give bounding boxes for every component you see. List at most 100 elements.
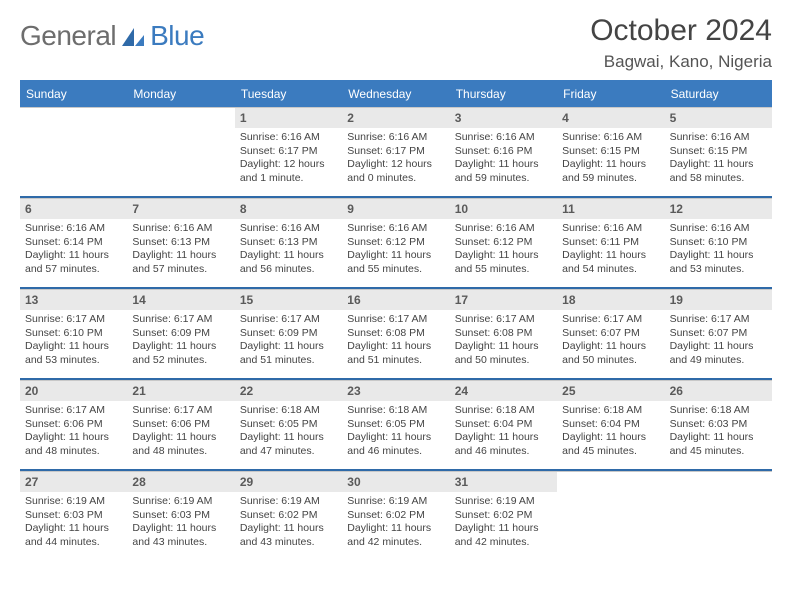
daylight-text: Daylight: 11 hours and 59 minutes. (562, 158, 659, 185)
day-number: 26 (665, 381, 772, 401)
daylight-text: Daylight: 11 hours and 54 minutes. (562, 249, 659, 276)
daylight-text: Daylight: 11 hours and 48 minutes. (25, 431, 122, 458)
sunset-text: Sunset: 6:08 PM (455, 327, 552, 341)
day-info: Sunrise: 6:17 AMSunset: 6:08 PMDaylight:… (450, 310, 557, 370)
day-cell: 11Sunrise: 6:16 AMSunset: 6:11 PMDayligh… (557, 198, 664, 287)
sunrise-text: Sunrise: 6:16 AM (455, 131, 552, 145)
day-number: 15 (235, 290, 342, 310)
day-cell: 31Sunrise: 6:19 AMSunset: 6:02 PMDayligh… (450, 471, 557, 560)
sunset-text: Sunset: 6:12 PM (455, 236, 552, 250)
calendar-page: General Blue October 2024 Bagwai, Kano, … (0, 0, 792, 612)
daylight-text: Daylight: 11 hours and 57 minutes. (132, 249, 229, 276)
daylight-text: Daylight: 11 hours and 53 minutes. (25, 340, 122, 367)
day-info: Sunrise: 6:17 AMSunset: 6:09 PMDaylight:… (127, 310, 234, 370)
sunset-text: Sunset: 6:02 PM (240, 509, 337, 523)
day-cell: 15Sunrise: 6:17 AMSunset: 6:09 PMDayligh… (235, 289, 342, 378)
sunrise-text: Sunrise: 6:16 AM (240, 131, 337, 145)
daylight-text: Daylight: 11 hours and 55 minutes. (455, 249, 552, 276)
day-number: 31 (450, 472, 557, 492)
day-cell: 6Sunrise: 6:16 AMSunset: 6:14 PMDaylight… (20, 198, 127, 287)
day-cell: 21Sunrise: 6:17 AMSunset: 6:06 PMDayligh… (127, 380, 234, 469)
day-number: 24 (450, 381, 557, 401)
day-cell: 2Sunrise: 6:16 AMSunset: 6:17 PMDaylight… (342, 107, 449, 196)
day-cell: 16Sunrise: 6:17 AMSunset: 6:08 PMDayligh… (342, 289, 449, 378)
day-info: Sunrise: 6:16 AMSunset: 6:12 PMDaylight:… (342, 219, 449, 279)
daylight-text: Daylight: 11 hours and 57 minutes. (25, 249, 122, 276)
sunrise-text: Sunrise: 6:16 AM (670, 131, 767, 145)
day-info: Sunrise: 6:18 AMSunset: 6:05 PMDaylight:… (342, 401, 449, 461)
day-cell: 29Sunrise: 6:19 AMSunset: 6:02 PMDayligh… (235, 471, 342, 560)
sunrise-text: Sunrise: 6:19 AM (132, 495, 229, 509)
daylight-text: Daylight: 11 hours and 47 minutes. (240, 431, 337, 458)
sunset-text: Sunset: 6:17 PM (240, 145, 337, 159)
sunset-text: Sunset: 6:05 PM (347, 418, 444, 432)
daylight-text: Daylight: 11 hours and 50 minutes. (455, 340, 552, 367)
day-info: Sunrise: 6:16 AMSunset: 6:13 PMDaylight:… (235, 219, 342, 279)
day-info: Sunrise: 6:17 AMSunset: 6:06 PMDaylight:… (20, 401, 127, 461)
daylight-text: Daylight: 12 hours and 1 minute. (240, 158, 337, 185)
day-cell: 4Sunrise: 6:16 AMSunset: 6:15 PMDaylight… (557, 107, 664, 196)
day-cell: 25 Sunrise: 6:18 AMSunset: 6:04 PMDayligh… (557, 380, 664, 469)
sunrise-text: Sunrise: 6:17 AM (25, 313, 122, 327)
day-info: Sunrise: 6:17 AMSunset: 6:08 PMDaylight:… (342, 310, 449, 370)
day-info: Sunrise: 6:17 AMSunset: 6:09 PMDaylight:… (235, 310, 342, 370)
sunset-text: Sunset: 6:09 PM (240, 327, 337, 341)
sunset-text: Sunset: 6:11 PM (562, 236, 659, 250)
calendar-grid: SundayMondayTuesdayWednesdayThursdayFrid… (20, 82, 772, 560)
day-number: 25 (557, 381, 664, 401)
sunset-text: Sunset: 6:06 PM (132, 418, 229, 432)
daylight-text: Daylight: 11 hours and 51 minutes. (240, 340, 337, 367)
sunrise-text: Sunrise: 6:17 AM (240, 313, 337, 327)
sunset-text: Sunset: 6:17 PM (347, 145, 444, 159)
sunrise-text: Sunrise: 6:18 AM (562, 404, 659, 418)
day-info: Sunrise: 6:19 AMSunset: 6:03 PMDaylight:… (20, 492, 127, 552)
daylight-text: Daylight: 12 hours and 0 minutes. (347, 158, 444, 185)
dow-header: Friday (557, 82, 664, 107)
day-cell: 3Sunrise: 6:16 AMSunset: 6:16 PMDaylight… (450, 107, 557, 196)
day-cell: 17Sunrise: 6:17 AMSunset: 6:08 PMDayligh… (450, 289, 557, 378)
sunrise-text: Sunrise: 6:16 AM (670, 222, 767, 236)
daylight-text: Daylight: 11 hours and 53 minutes. (670, 249, 767, 276)
sunrise-text: Sunrise: 6:17 AM (455, 313, 552, 327)
daylight-text: Daylight: 11 hours and 48 minutes. (132, 431, 229, 458)
day-cell: 8Sunrise: 6:16 AMSunset: 6:13 PMDaylight… (235, 198, 342, 287)
day-cell: 14Sunrise: 6:17 AMSunset: 6:09 PMDayligh… (127, 289, 234, 378)
day-info: Sunrise: 6:17 AMSunset: 6:07 PMDaylight:… (665, 310, 772, 370)
sunset-text: Sunset: 6:15 PM (562, 145, 659, 159)
day-info: Sunrise: 6:16 AMSunset: 6:14 PMDaylight:… (20, 219, 127, 279)
sunrise-text: Sunrise: 6:19 AM (347, 495, 444, 509)
sunrise-text: Sunrise: 6:17 AM (562, 313, 659, 327)
daylight-text: Daylight: 11 hours and 45 minutes. (562, 431, 659, 458)
daylight-text: Daylight: 11 hours and 58 minutes. (670, 158, 767, 185)
day-cell: 12Sunrise: 6:16 AMSunset: 6:10 PMDayligh… (665, 198, 772, 287)
sunset-text: Sunset: 6:02 PM (455, 509, 552, 523)
day-number: 28 (127, 472, 234, 492)
sunrise-text: Sunrise: 6:17 AM (25, 404, 122, 418)
day-number: 5 (665, 108, 772, 128)
day-info: Sunrise: 6:19 AMSunset: 6:02 PMDaylight:… (342, 492, 449, 552)
sunset-text: Sunset: 6:04 PM (562, 418, 659, 432)
day-info: Sunrise: 6:19 AMSunset: 6:02 PMDaylight:… (450, 492, 557, 552)
sunrise-text: Sunrise: 6:16 AM (25, 222, 122, 236)
page-title: October 2024 (590, 14, 772, 48)
sunrise-text: Sunrise: 6:18 AM (347, 404, 444, 418)
daylight-text: Daylight: 11 hours and 46 minutes. (347, 431, 444, 458)
day-info: Sunrise: 6:17 AMSunset: 6:10 PMDaylight:… (20, 310, 127, 370)
day-info: Sunrise: 6:19 AMSunset: 6:02 PMDaylight:… (235, 492, 342, 552)
day-cell: 24Sunrise: 6:18 AMSunset: 6:04 PMDayligh… (450, 380, 557, 469)
day-number: 6 (20, 199, 127, 219)
daylight-text: Daylight: 11 hours and 42 minutes. (455, 522, 552, 549)
day-number: 29 (235, 472, 342, 492)
day-number: 18 (557, 290, 664, 310)
sunrise-text: Sunrise: 6:17 AM (347, 313, 444, 327)
blank-cell (127, 107, 234, 196)
sunrise-text: Sunrise: 6:19 AM (455, 495, 552, 509)
day-number: 4 (557, 108, 664, 128)
brand-part2: Blue (150, 20, 204, 52)
daylight-text: Daylight: 11 hours and 43 minutes. (132, 522, 229, 549)
sunset-text: Sunset: 6:10 PM (670, 236, 767, 250)
day-info: Sunrise: 6:16 AMSunset: 6:17 PMDaylight:… (342, 128, 449, 188)
dow-header: Wednesday (342, 82, 449, 107)
day-number: 11 (557, 199, 664, 219)
sunset-text: Sunset: 6:07 PM (562, 327, 659, 341)
